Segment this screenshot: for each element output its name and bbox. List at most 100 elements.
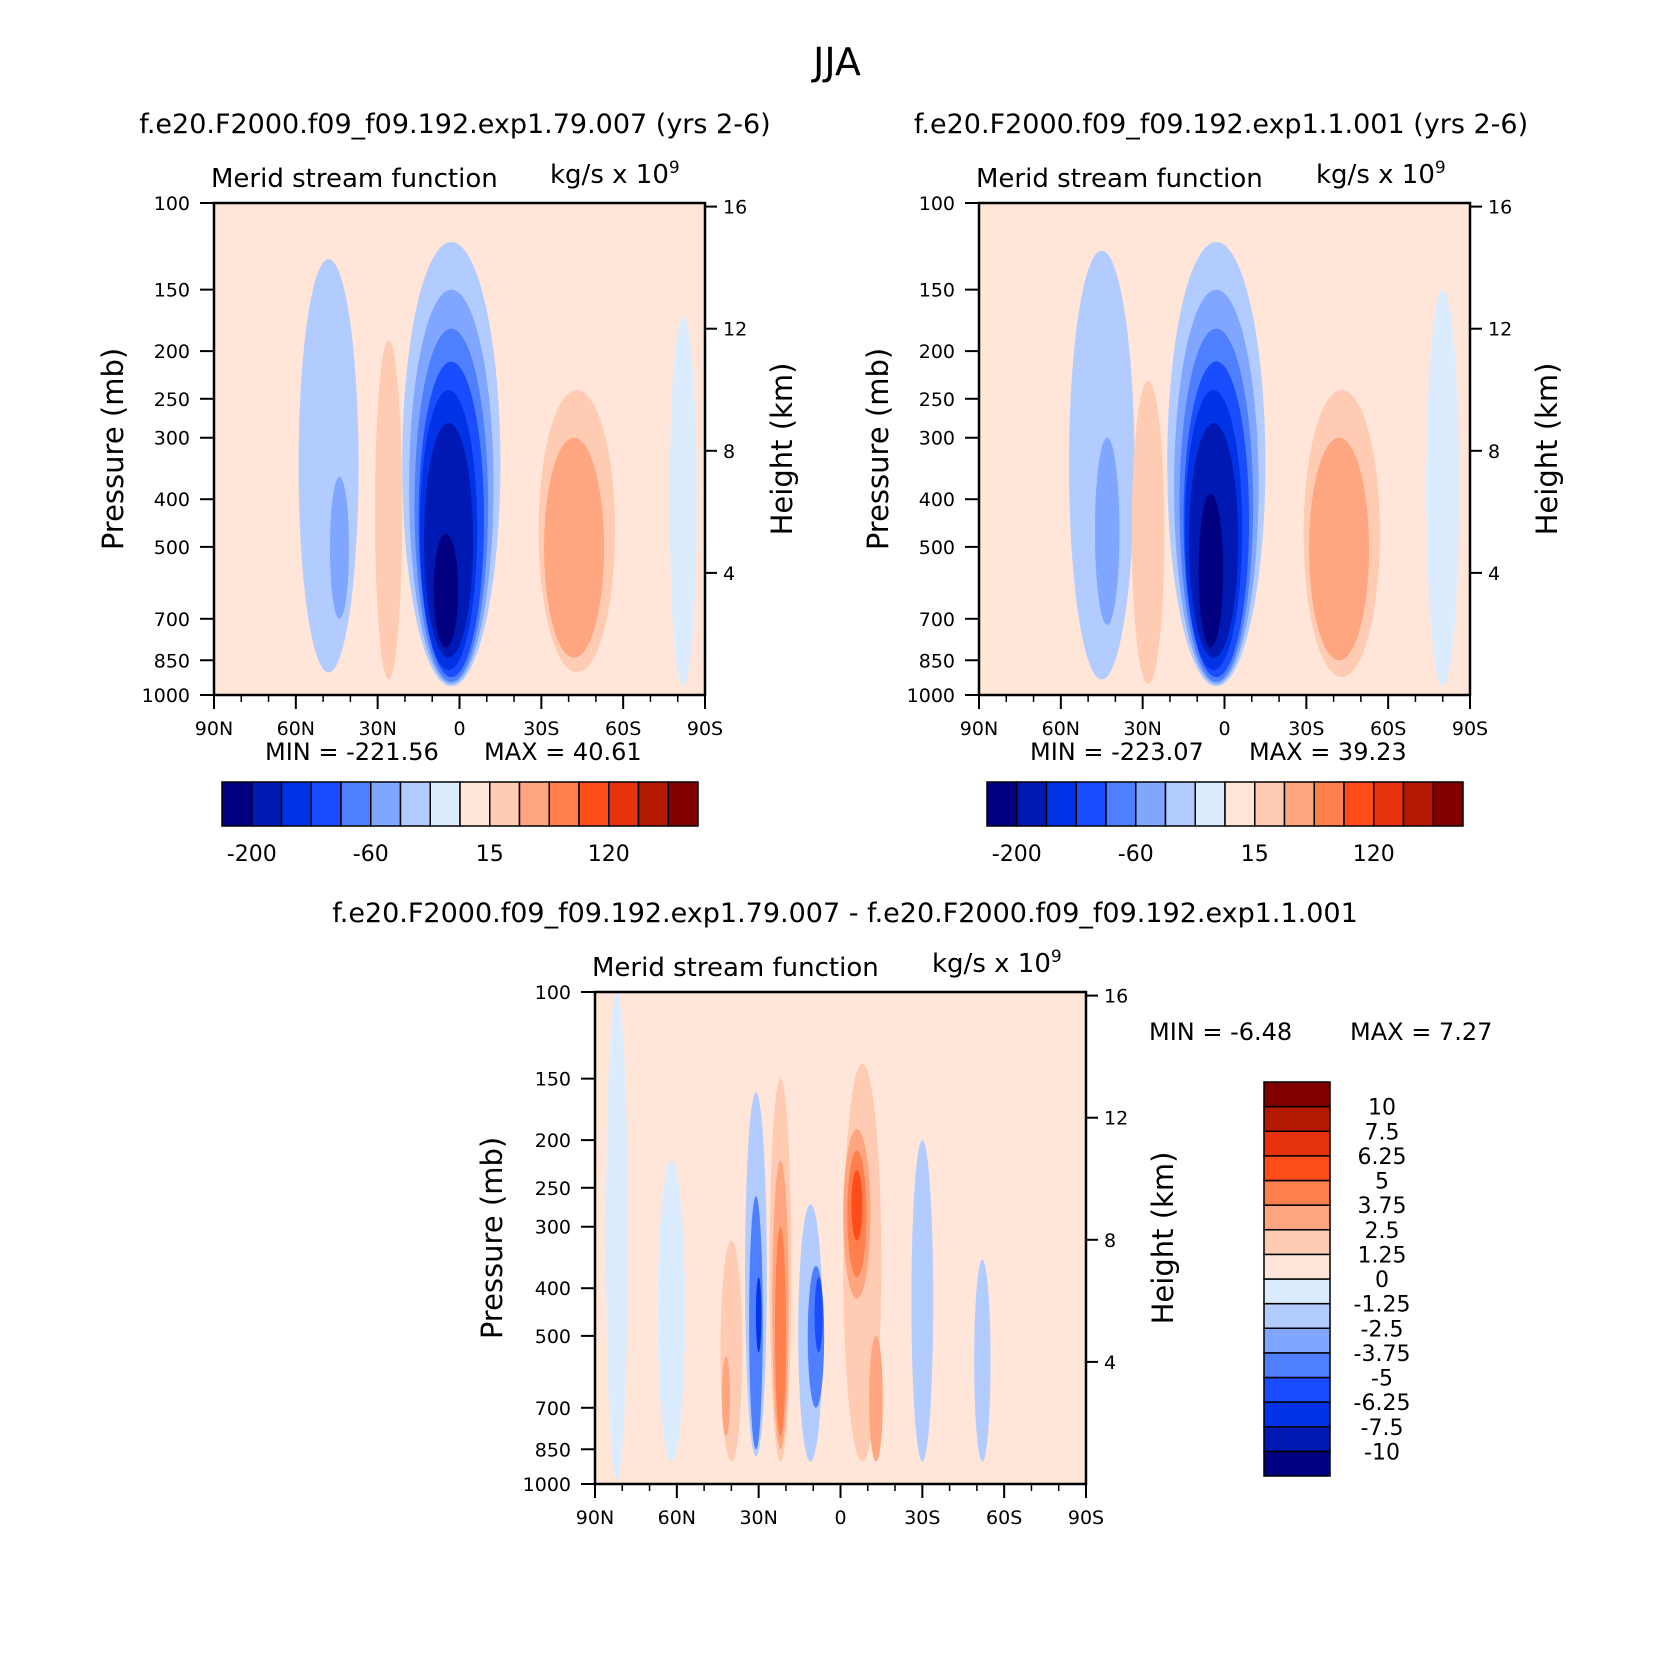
- panel-3-colorbar: [1263, 1081, 1331, 1477]
- contour-region-2: [657, 1160, 686, 1462]
- latitude-tick-label: 60S: [986, 1507, 1022, 1529]
- colorbar-box: [637, 781, 669, 827]
- colorbar-box: [340, 781, 372, 827]
- panel-3-ylabel-right: Height (km): [1146, 1152, 1180, 1325]
- colorbar-label: -5: [1371, 1367, 1393, 1392]
- pressure-tick-label: 850: [919, 650, 955, 672]
- colorbar-label: -60: [353, 842, 389, 867]
- pressure-tick-label: 150: [919, 280, 955, 302]
- panel-3-units-label: kg/s x 109: [932, 947, 1062, 979]
- panel-2-colorbar-labels: -200 -60 15 120: [992, 842, 1395, 867]
- colorbar-label: -60: [1118, 842, 1154, 867]
- pressure-tick-label: 100: [535, 982, 571, 1004]
- colorbar-box: [1373, 781, 1405, 827]
- panel-1-pressure-axis: 100 150 200 250 300 400 500 700 850 1000: [142, 193, 214, 707]
- panel-3-max-label: MAX = 7.27: [1350, 1018, 1492, 1046]
- colorbar-box: [429, 781, 461, 827]
- panel-1-left-label: Merid stream function: [211, 164, 498, 194]
- colorbar-label: -200: [992, 842, 1042, 867]
- pressure-tick-label: 700: [535, 1398, 571, 1420]
- contour-region-2: [1094, 437, 1120, 625]
- colorbar-box: [518, 781, 550, 827]
- pressure-tick-label: 850: [154, 650, 190, 672]
- height-tick-label: 16: [1488, 197, 1512, 219]
- contour-region-13: [814, 1277, 823, 1353]
- pressure-tick-label: 850: [535, 1439, 571, 1461]
- latitude-tick-label: 60N: [1042, 718, 1080, 740]
- contour-region-7: [755, 1277, 762, 1353]
- latitude-tick-label: 30N: [739, 1507, 777, 1529]
- height-tick-label: 16: [1104, 986, 1128, 1008]
- colorbar-box: [1254, 781, 1286, 827]
- colorbar-box: [667, 781, 699, 827]
- colorbar-label: 15: [476, 842, 504, 867]
- panel-1-colorbar-labels: -200 -60 15 120: [227, 842, 630, 867]
- panel-1-ylabel-right: Height (km): [765, 363, 799, 536]
- colorbar-label: 5: [1375, 1170, 1389, 1195]
- colorbar-label: -10: [1364, 1440, 1400, 1465]
- colorbar-box: [1263, 1105, 1331, 1132]
- panel-1-title: f.e20.F2000.f09_f09.192.exp1.79.007 (yrs…: [139, 109, 770, 140]
- panel-3-colorbar-labels: 107.56.2553.752.51.250-1.25-2.5-3.75-5-6…: [1354, 1096, 1411, 1466]
- latitude-tick-label: 60N: [277, 718, 315, 740]
- colorbar-box: [1194, 781, 1226, 827]
- colorbar-box: [1135, 781, 1167, 827]
- latitude-tick-label: 0: [834, 1507, 846, 1529]
- panel-1-ylabel: Pressure (mb): [96, 348, 130, 550]
- colorbar-box: [1263, 1253, 1331, 1280]
- panel-2-ylabel: Pressure (mb): [861, 348, 895, 550]
- colorbar-box: [1105, 781, 1137, 827]
- colorbar-label: -7.5: [1361, 1416, 1404, 1441]
- panel-1-max-label: MAX = 40.61: [484, 738, 642, 766]
- panel-1: f.e20.F2000.f09_f09.192.exp1.79.007 (yrs…: [96, 109, 799, 867]
- colorbar-box: [578, 781, 610, 827]
- pressure-tick-label: 250: [154, 389, 190, 411]
- colorbar-label: 120: [588, 842, 630, 867]
- colorbar-box: [221, 781, 253, 827]
- height-tick-label: 8: [723, 441, 735, 463]
- panel-2-left-label: Merid stream function: [976, 164, 1263, 194]
- contour-region-10: [433, 533, 459, 648]
- colorbar-box: [1224, 781, 1256, 827]
- colorbar-box: [1263, 1278, 1331, 1305]
- latitude-tick-label: 30S: [523, 718, 559, 740]
- colorbar-box: [986, 781, 1018, 827]
- contour-region-6: [749, 1196, 763, 1450]
- pressure-tick-label: 300: [154, 428, 190, 450]
- pressure-tick-label: 300: [919, 428, 955, 450]
- colorbar-box: [1164, 781, 1196, 827]
- colorbar-label: 3.75: [1358, 1194, 1407, 1219]
- colorbar-label: 120: [1353, 842, 1395, 867]
- panel-3-latitude-axis: 90N 60N 30N 0 30S 60S 90S: [576, 1484, 1104, 1529]
- panel-1-contour-field: [214, 203, 705, 695]
- height-tick-label: 8: [1104, 1230, 1116, 1252]
- pressure-tick-label: 300: [535, 1217, 571, 1239]
- contour-region-12: [544, 437, 605, 658]
- panel-2-ylabel-right: Height (km): [1530, 363, 1564, 536]
- figure-title: JJA: [811, 40, 861, 84]
- colorbar-box: [489, 781, 521, 827]
- pressure-tick-label: 1000: [142, 685, 190, 707]
- latitude-tick-label: 30S: [904, 1507, 940, 1529]
- colorbar-box: [1432, 781, 1464, 827]
- contour-region-3: [374, 340, 403, 680]
- panel-1-units-label: kg/s x 109: [550, 158, 680, 190]
- panel-2-colorbar: [986, 781, 1464, 827]
- colorbar-label: 0: [1375, 1268, 1389, 1293]
- colorbar-box: [280, 781, 312, 827]
- colorbar-box: [1263, 1204, 1331, 1231]
- panel-1-min-label: MIN = -221.56: [265, 738, 439, 766]
- colorbar-label: 7.5: [1365, 1120, 1400, 1145]
- colorbar-box: [1343, 781, 1375, 827]
- panel-2-min-label: MIN = -223.07: [1030, 738, 1204, 766]
- latitude-tick-label: 60S: [1370, 718, 1406, 740]
- colorbar-label: 10: [1368, 1096, 1396, 1121]
- colorbar-box: [251, 781, 283, 827]
- contour-region-4: [721, 1356, 731, 1437]
- latitude-tick-label: 60N: [658, 1507, 696, 1529]
- colorbar-box: [1045, 781, 1077, 827]
- latitude-tick-label: 60S: [605, 718, 641, 740]
- latitude-tick-label: 90N: [195, 718, 233, 740]
- colorbar-box: [1402, 781, 1434, 827]
